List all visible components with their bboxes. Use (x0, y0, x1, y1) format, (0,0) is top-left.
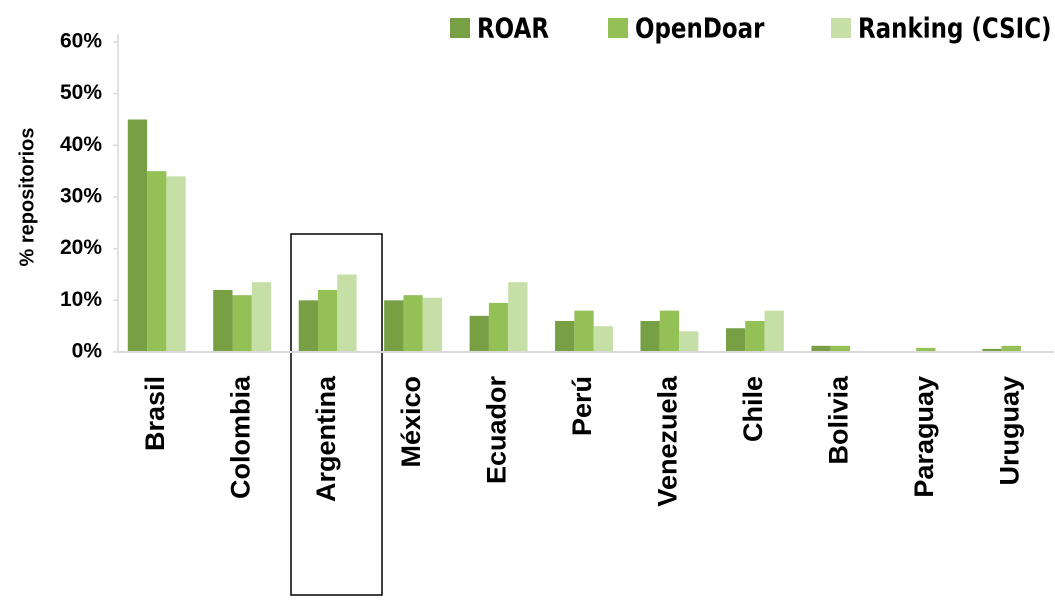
highlight-box (290, 233, 383, 596)
bar (555, 321, 575, 352)
bar (469, 315, 489, 352)
bar (593, 326, 613, 352)
bar (574, 310, 594, 352)
bar (147, 171, 167, 352)
y-tick-label: 40% (60, 133, 102, 156)
y-tick-label: 20% (60, 236, 102, 259)
bar (317, 290, 338, 352)
bar (811, 345, 831, 352)
bar (679, 331, 699, 352)
bar (916, 347, 936, 352)
legend-label: Ranking (CSIC) (858, 13, 1052, 46)
y-axis-label: % repositorios (16, 128, 38, 267)
legend-swatch (831, 18, 851, 38)
y-tick-label: 30% (60, 185, 102, 208)
y-tick-label: 0% (72, 340, 103, 363)
bar (166, 176, 186, 352)
bar (232, 295, 252, 352)
legend-label: OpenDoar (635, 13, 765, 46)
bar (1001, 345, 1021, 352)
bar (337, 274, 357, 352)
x-tick-label: Bolivia (823, 375, 853, 465)
x-tick-label: México (396, 376, 426, 468)
y-tick-label: 10% (60, 288, 102, 311)
x-tick-label: Colombia (225, 375, 255, 499)
x-tick-label: Ecuador (482, 376, 512, 485)
bar (298, 300, 318, 352)
x-tick-label: Paraguay (909, 376, 939, 498)
x-tick-label: Argentina (311, 375, 341, 502)
bar (659, 310, 680, 352)
x-tick-label: Chile (738, 376, 768, 442)
bar (982, 348, 1002, 352)
bar (422, 297, 443, 352)
x-tick-label: Perú (567, 376, 597, 436)
bar (251, 282, 272, 352)
legend-label: ROAR (477, 13, 549, 46)
bar (830, 345, 851, 352)
bar (488, 302, 509, 352)
x-tick-label: Uruguay (994, 376, 1024, 486)
bar (213, 290, 233, 352)
legend-swatch (450, 18, 470, 38)
x-tick-label: Venezuela (653, 375, 683, 507)
bar (384, 300, 404, 352)
bar (127, 119, 148, 352)
y-tick-label: 60% (60, 30, 102, 53)
bar (764, 310, 784, 352)
y-tick-label: 50% (60, 81, 102, 104)
legend-swatch (608, 18, 628, 38)
bar (403, 295, 423, 352)
bar (508, 282, 528, 352)
bar (745, 321, 765, 352)
bar (725, 328, 746, 352)
x-tick-label: Brasil (140, 376, 170, 451)
bar (640, 321, 660, 352)
